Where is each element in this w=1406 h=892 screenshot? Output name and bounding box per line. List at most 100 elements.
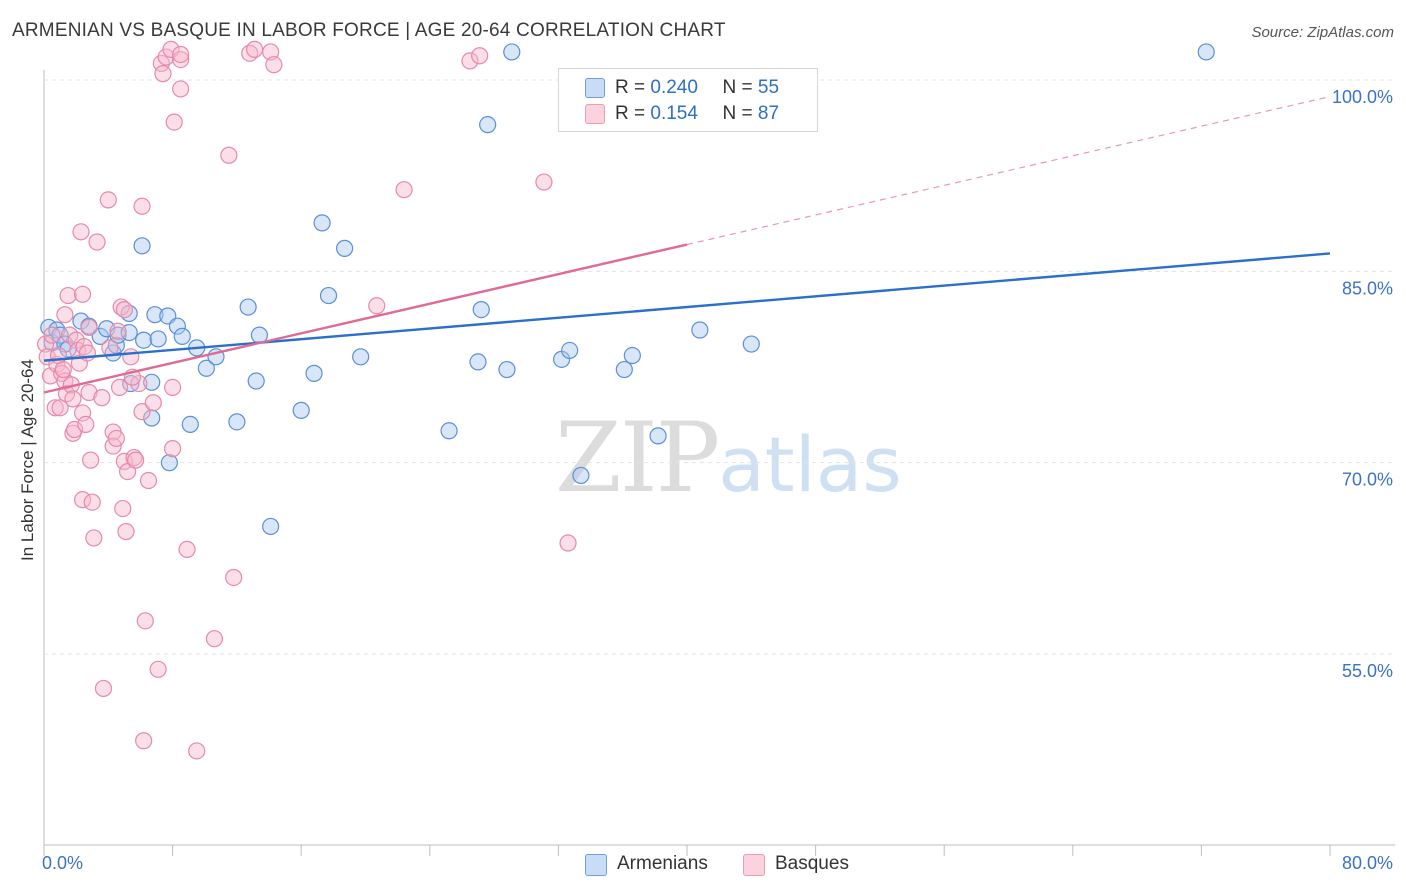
armenian-point <box>440 422 458 440</box>
armenian-point <box>109 326 127 344</box>
armenian-point <box>133 237 151 255</box>
armenian-r-value: 0.240 <box>650 77 698 98</box>
armenian-point <box>305 364 323 382</box>
armenian-point <box>228 413 246 431</box>
armenian-point <box>503 43 521 61</box>
basque-point <box>37 335 55 353</box>
basque-point <box>149 660 167 678</box>
basque-point <box>117 522 135 541</box>
armenian-trend-line <box>43 252 1331 362</box>
basque-trend-line <box>43 243 688 394</box>
armenian-point <box>1197 43 1215 61</box>
armenian-point <box>352 348 370 366</box>
basque-point <box>54 360 72 379</box>
basque-point <box>83 493 101 511</box>
armenian-point <box>143 373 161 391</box>
armenian-point <box>262 517 280 536</box>
basque-point <box>64 390 82 408</box>
basque-point <box>72 223 90 241</box>
basque-point <box>461 52 479 70</box>
basque-swatch <box>585 104 605 124</box>
armenian-swatch <box>585 78 605 98</box>
basque-point <box>122 348 140 366</box>
y-axis-label: In Labor Force | Age 20-64 <box>18 359 37 561</box>
armenian-n-value: 55 <box>757 77 780 98</box>
basques-label: Basques <box>775 853 849 874</box>
basque-point <box>164 440 182 458</box>
armenian-point <box>181 415 199 433</box>
armenian-point <box>319 286 338 305</box>
basque-point <box>205 630 223 648</box>
basque-point <box>99 191 117 209</box>
basque-point <box>73 491 92 509</box>
basque-point <box>125 448 143 467</box>
y-tick-label: 70.0% <box>1342 470 1393 490</box>
basque-point <box>46 399 64 417</box>
basque-point <box>262 43 280 61</box>
basque-point <box>164 378 182 397</box>
armenian-point <box>239 298 257 316</box>
basque-point <box>112 298 130 316</box>
armenian-point <box>472 301 490 319</box>
basque-point <box>172 50 190 69</box>
armenian-r-label: R = <box>615 77 646 98</box>
basque-point <box>114 499 132 518</box>
armenian-point <box>479 116 497 134</box>
armenian-point <box>146 306 164 324</box>
basque-point <box>56 306 74 324</box>
basque-point <box>59 286 77 305</box>
armenian-point <box>168 317 187 335</box>
basque-point <box>82 451 100 469</box>
armenian-point <box>742 335 760 353</box>
stats-legend: R = 0.240 N = 55 R = 0.154 N = 87 <box>558 68 818 132</box>
basque-point <box>225 568 243 587</box>
basque-point <box>43 326 61 344</box>
y-tick-label: 100.0% <box>1332 87 1393 107</box>
basque-point <box>172 45 190 64</box>
basque-point <box>139 471 158 490</box>
armenian-point <box>561 341 579 360</box>
armenian-point <box>173 327 191 345</box>
armenian-point <box>615 360 633 379</box>
basque-point <box>136 612 154 630</box>
basque-r-value: 0.154 <box>650 103 698 124</box>
basque-point <box>127 451 145 469</box>
armenian-point <box>313 214 331 232</box>
basque-point <box>188 742 206 760</box>
basque-point <box>178 540 196 559</box>
basque-point <box>154 65 172 83</box>
armenian-point <box>48 321 66 339</box>
basque-point <box>144 394 162 412</box>
armenian-point <box>197 359 215 377</box>
y-tick-label: 85.0% <box>1342 278 1393 298</box>
basque-n-value: 87 <box>757 103 780 124</box>
basque-point <box>165 113 183 131</box>
armenian-point <box>623 346 641 365</box>
armenian-n-label: N = <box>722 77 753 98</box>
source-label: Source: ZipAtlas.com <box>1251 24 1394 41</box>
armenian-point <box>135 331 153 349</box>
chart-title: ARMENIAN VS BASQUE IN LABOR FORCE | AGE … <box>12 20 726 41</box>
basque-point <box>73 285 92 303</box>
x-tick-label-max: 80.0% <box>1342 853 1393 873</box>
basques-swatch <box>743 854 765 876</box>
basque-point <box>220 146 238 164</box>
basque-point <box>107 429 125 448</box>
armenian-point <box>160 454 178 472</box>
basque-point <box>88 233 106 251</box>
basque-point <box>245 40 264 58</box>
armenian-point <box>336 239 354 257</box>
basque-point <box>51 399 69 417</box>
basque-point <box>133 403 151 421</box>
basque-point <box>172 80 190 98</box>
basque-point <box>133 197 151 215</box>
watermark-zip: ZIP <box>555 402 720 514</box>
basque-point <box>80 318 98 337</box>
basque-point <box>94 679 113 698</box>
basque-point <box>135 732 153 750</box>
armenian-point <box>247 372 265 390</box>
basque-point <box>559 534 577 552</box>
basque-point <box>109 322 127 340</box>
basque-n-label: N = <box>722 103 753 124</box>
